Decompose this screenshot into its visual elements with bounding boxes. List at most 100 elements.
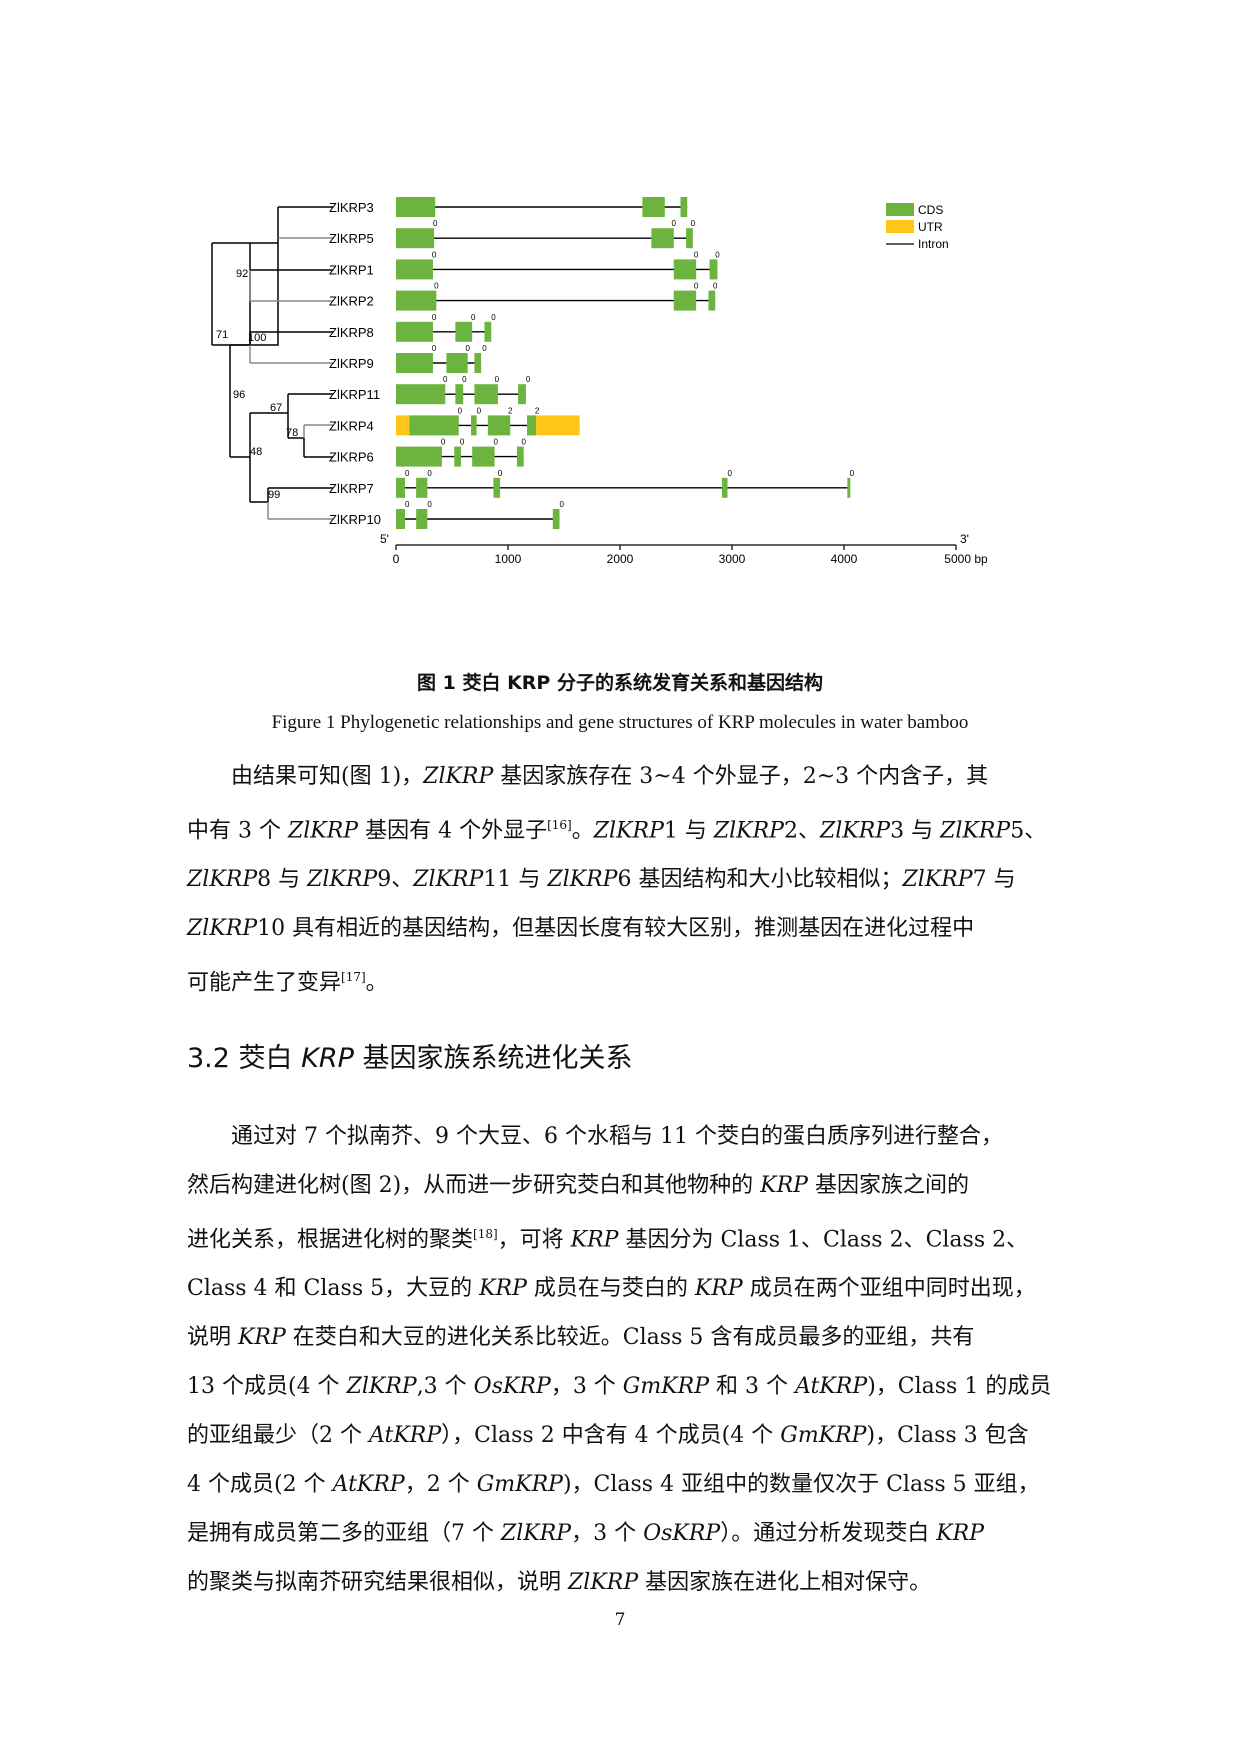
gene-label: ZlKRP9 — [329, 356, 374, 371]
legend-cds-label: CDS — [918, 203, 943, 217]
bootstrap-label: 67 — [270, 402, 282, 414]
cds-block — [409, 415, 459, 436]
cds-block — [454, 446, 461, 467]
bootstrap-label: 78 — [286, 427, 298, 439]
cds-block — [396, 446, 442, 467]
cds-block — [709, 259, 718, 280]
axis-tick-label: 1000 — [495, 552, 522, 566]
phase-label: 0 — [460, 438, 465, 447]
cds-block — [552, 509, 560, 529]
phase-label: 0 — [694, 250, 699, 259]
legend-utr-label: UTR — [918, 220, 943, 234]
cds-block — [396, 228, 435, 249]
phase-label: 0 — [434, 282, 439, 291]
gene-label: ZlKRP3 — [329, 200, 374, 215]
phase-label: 0 — [482, 344, 487, 353]
cds-block — [396, 321, 433, 342]
cds-block — [673, 290, 697, 311]
section-heading: 3.2 茭白 KRP 基因家族系统进化关系 — [187, 1043, 633, 1074]
phase-label: 0 — [405, 500, 410, 509]
gene-label: ZlKRP2 — [329, 294, 374, 309]
cds-block — [474, 353, 482, 373]
bootstrap-label: 96 — [233, 389, 245, 401]
gene-label: ZlKRP11 — [329, 387, 380, 402]
bootstrap-label: 92 — [236, 268, 248, 280]
phase-label: 0 — [521, 438, 526, 447]
gene-label: ZlKRP8 — [329, 325, 374, 340]
axis-tick-label: 4000 — [831, 552, 858, 566]
phylogenetic-tree — [211, 206, 333, 520]
cds-block — [518, 384, 526, 405]
cds-block — [472, 446, 495, 467]
axis-tick-label: 5000 bp — [944, 552, 988, 566]
bootstrap-label: 71 — [216, 329, 228, 341]
cds-block — [396, 477, 405, 498]
utr-block — [536, 415, 580, 436]
cds-block — [484, 321, 492, 342]
phase-label: 0 — [526, 375, 531, 384]
phase-label: 0 — [491, 313, 496, 322]
gene-label: ZlKRP7 — [329, 481, 374, 496]
legend-intron-label: Intron — [918, 237, 949, 251]
cds-block — [396, 197, 436, 217]
paragraph-evolution: 通过对 7 个拟南芥、9 个大豆、6 个水稻与 11 个茭白的蛋白质序列进行整合… — [187, 1124, 1052, 1596]
cds-block — [651, 228, 674, 249]
cds-block — [396, 259, 433, 280]
phase-label: 0 — [465, 344, 470, 353]
cds-block — [396, 384, 446, 405]
figure-caption-cn: 图 1 茭白 KRP 分子的系统发育关系和基因结构 — [417, 672, 823, 694]
phase-label: 0 — [427, 469, 432, 478]
cds-block — [471, 415, 477, 436]
cds-block — [416, 509, 428, 529]
cds-block — [474, 384, 498, 405]
phase-label: 0 — [713, 282, 718, 291]
phase-label: 0 — [427, 500, 432, 509]
phase-label: 0 — [663, 195, 668, 197]
phase-label: 0 — [432, 250, 437, 259]
phase-label: 0 — [495, 375, 500, 384]
cds-block — [686, 228, 693, 249]
phase-label: 0 — [672, 219, 677, 228]
phase-label: 0 — [458, 406, 463, 415]
phase-label: 0 — [715, 250, 720, 259]
cds-block — [396, 353, 433, 373]
gene-label: ZlKRP4 — [329, 418, 374, 433]
phase-label: 0 — [477, 406, 482, 415]
phase-label: 2 — [508, 406, 513, 415]
phase-label: 0 — [691, 219, 696, 228]
three-prime-label: 3' — [960, 532, 969, 546]
axis-tick-label: 2000 — [607, 552, 634, 566]
gene-structure-figure: 92 71 100 96 67 78 48 99 ZlKRP3 ZlKRP5 ZlKRP1 ZlKR… — [211, 195, 988, 566]
bootstrap-label: 48 — [250, 446, 262, 458]
cds-block — [708, 290, 716, 311]
phase-label: 0 — [434, 195, 439, 197]
cds-block — [847, 477, 851, 498]
cds-block — [721, 477, 728, 498]
cds-block — [396, 290, 437, 311]
utr-block — [396, 415, 410, 436]
gene-label: ZlKRP10 — [329, 512, 381, 527]
bootstrap-label: 99 — [268, 489, 280, 501]
cds-block — [487, 415, 511, 436]
cds-block — [527, 415, 536, 436]
cds-block — [416, 477, 428, 498]
axis-tick-label: 0 — [393, 552, 400, 566]
five-prime-label: 5' — [380, 532, 389, 546]
phase-label: 2 — [535, 406, 540, 415]
gene-label: ZlKRP6 — [329, 450, 374, 465]
phase-label: 0 — [462, 375, 467, 384]
phase-label: 0 — [694, 282, 699, 291]
cds-block — [455, 384, 464, 405]
phase-label: 0 — [441, 438, 446, 447]
phase-label: 0 — [560, 500, 565, 509]
gene-label: ZlKRP1 — [329, 262, 374, 277]
cds-block — [493, 477, 501, 498]
gene-label: ZlKRP5 — [329, 231, 374, 246]
cds-block — [516, 446, 524, 467]
phase-label: 0 — [432, 344, 437, 353]
axis-tick-label: 3000 — [719, 552, 746, 566]
cds-block — [446, 353, 468, 373]
paragraph-results: 由结果可知(图 1)，ZlKRP 基因家族存在 3~4 个外显子，2~3 个内含… — [187, 764, 1047, 996]
cds-block — [396, 509, 405, 529]
bootstrap-label: 100 — [248, 332, 266, 344]
